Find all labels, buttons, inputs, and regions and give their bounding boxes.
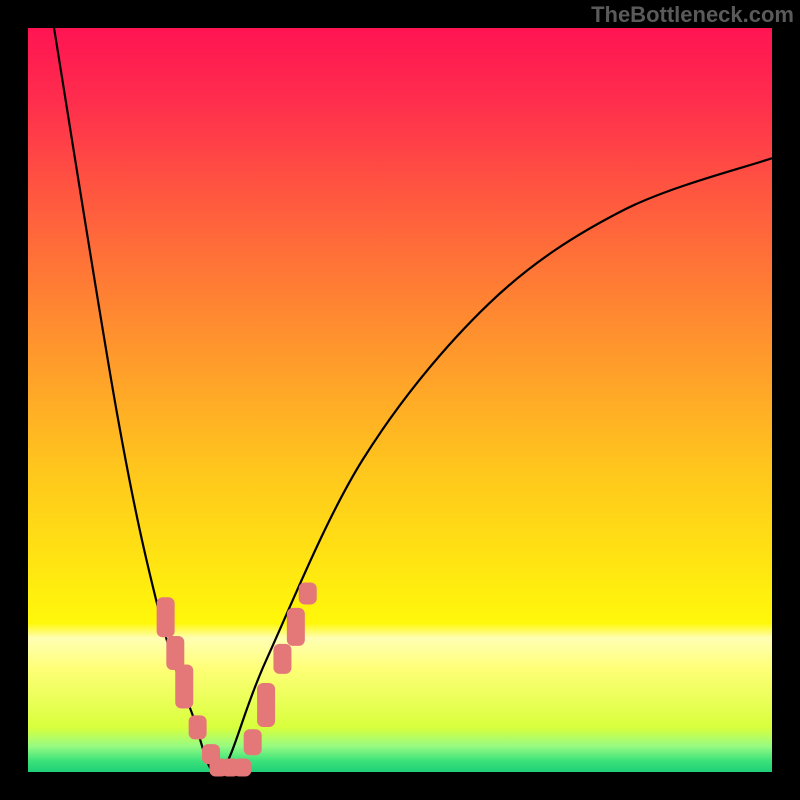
data-marker (287, 608, 305, 646)
curve-layer (28, 28, 772, 772)
data-marker (257, 683, 275, 727)
data-marker (244, 729, 262, 755)
bottleneck-curve (54, 28, 772, 773)
data-marker (233, 759, 251, 777)
plot-area (28, 28, 772, 772)
chart-frame: TheBottleneck.com (0, 0, 800, 800)
data-marker (175, 664, 193, 708)
watermark-text: TheBottleneck.com (591, 2, 794, 28)
data-marker (157, 597, 175, 637)
data-marker (273, 644, 291, 674)
data-marker (189, 715, 207, 739)
data-marker (299, 582, 317, 604)
